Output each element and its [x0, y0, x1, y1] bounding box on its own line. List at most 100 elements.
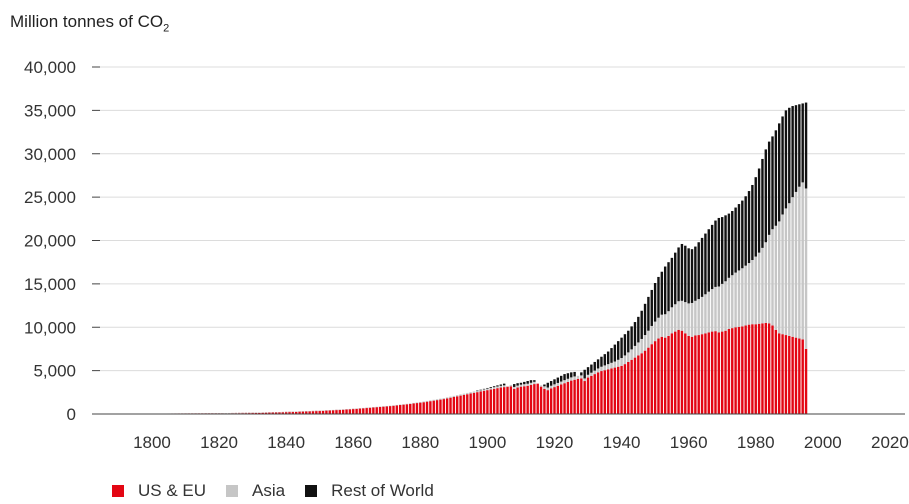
bar-us-eu	[476, 392, 479, 414]
bar-asia	[432, 399, 435, 401]
bar-asia	[254, 412, 258, 414]
bar-us-eu	[801, 339, 804, 414]
bar-us-eu	[295, 411, 298, 414]
bar-asia	[687, 303, 690, 336]
bar-asia	[331, 409, 335, 411]
bar-asia	[610, 362, 613, 369]
bar-rest-of-world	[593, 361, 596, 371]
bar-asia	[398, 404, 402, 406]
legend-label: Rest of World	[331, 481, 434, 500]
bar-us-eu	[657, 338, 660, 414]
bar-asia	[603, 365, 607, 371]
bar-asia	[788, 203, 791, 336]
bar-us-eu	[556, 385, 560, 414]
bar-us-eu	[606, 369, 610, 414]
bar-rest-of-world	[476, 390, 479, 392]
bar-asia	[375, 406, 378, 408]
bar-rest-of-world	[482, 388, 486, 390]
bar-asia	[707, 291, 710, 333]
bar-us-eu	[590, 375, 593, 414]
bar-rest-of-world	[630, 326, 633, 350]
bar-asia	[630, 349, 633, 360]
bar-rest-of-world	[533, 380, 536, 382]
bar-asia	[559, 381, 563, 385]
bar-us-eu	[442, 399, 446, 414]
bar-asia	[295, 411, 298, 412]
bar-rest-of-world	[559, 375, 563, 382]
bar-us-eu	[580, 378, 583, 414]
bar-us-eu	[700, 334, 704, 414]
bar-us-eu	[254, 412, 258, 414]
bar-us-eu	[496, 388, 499, 414]
bar-us-eu	[694, 335, 697, 414]
bar-us-eu	[536, 383, 539, 414]
bar-asia	[382, 406, 385, 407]
bar-asia	[425, 400, 429, 402]
bar-us-eu	[714, 331, 717, 414]
legend-label: Asia	[252, 481, 286, 500]
bar-asia	[412, 402, 415, 404]
bar-us-eu	[392, 405, 395, 414]
bar-us-eu	[348, 409, 352, 414]
bar-us-eu	[798, 338, 801, 414]
bar-us-eu	[328, 410, 331, 414]
bar-asia	[563, 380, 566, 384]
bar-us-eu	[751, 324, 754, 414]
bar-rest-of-world	[801, 103, 804, 183]
bar-us-eu	[385, 406, 388, 414]
bar-asia	[341, 409, 345, 410]
bar-us-eu	[610, 368, 613, 414]
bar-us-eu	[345, 409, 348, 414]
bar-asia	[804, 188, 808, 349]
bar-asia	[492, 387, 496, 389]
bar-us-eu	[784, 335, 788, 414]
bar-us-eu	[583, 381, 586, 414]
bar-rest-of-world	[496, 385, 499, 387]
bar-asia	[657, 317, 660, 339]
bar-rest-of-world	[606, 351, 610, 365]
bar-asia	[388, 405, 392, 407]
bar-asia	[794, 191, 798, 338]
bar-us-eu	[523, 386, 526, 414]
bar-us-eu	[321, 410, 325, 414]
bar-rest-of-world	[583, 369, 586, 379]
bar-rest-of-world	[727, 213, 731, 278]
bar-us-eu	[734, 327, 737, 414]
bar-rest-of-world	[737, 204, 741, 271]
bar-us-eu	[435, 400, 439, 414]
y-tick-label: 15,000	[24, 275, 76, 294]
bar-asia	[321, 410, 325, 411]
bar-us-eu	[311, 410, 315, 414]
bar-asia	[271, 412, 274, 413]
bar-asia	[596, 368, 600, 373]
bar-us-eu	[308, 411, 311, 414]
bar-asia	[435, 399, 439, 401]
bar-asia	[308, 410, 311, 412]
bar-us-eu	[727, 328, 731, 414]
bar-asia	[714, 286, 717, 332]
bar-us-eu	[432, 400, 435, 414]
bar-asia	[600, 366, 603, 372]
bar-asia	[395, 404, 399, 406]
bar-us-eu	[794, 337, 798, 414]
bar-us-eu	[630, 359, 633, 414]
bar-rest-of-world	[677, 247, 680, 302]
bar-asia	[392, 405, 395, 406]
bar-asia	[767, 234, 771, 324]
bar-us-eu	[684, 333, 687, 414]
bar-rest-of-world	[687, 248, 690, 304]
bar-rest-of-world	[704, 233, 707, 295]
bar-us-eu	[398, 404, 402, 414]
bar-rest-of-world	[489, 387, 492, 388]
bar-rest-of-world	[590, 364, 593, 373]
bar-asia	[747, 263, 751, 325]
bar-rest-of-world	[707, 229, 710, 292]
bar-us-eu	[637, 355, 640, 414]
bar-us-eu	[747, 324, 751, 414]
bar-asia	[466, 392, 469, 395]
bar-asia	[620, 358, 623, 366]
bar-asia	[690, 302, 694, 337]
bar-asia	[405, 403, 409, 405]
legend-item-asia: Asia	[226, 481, 285, 501]
legend-swatch-rest-of-world	[305, 485, 318, 497]
